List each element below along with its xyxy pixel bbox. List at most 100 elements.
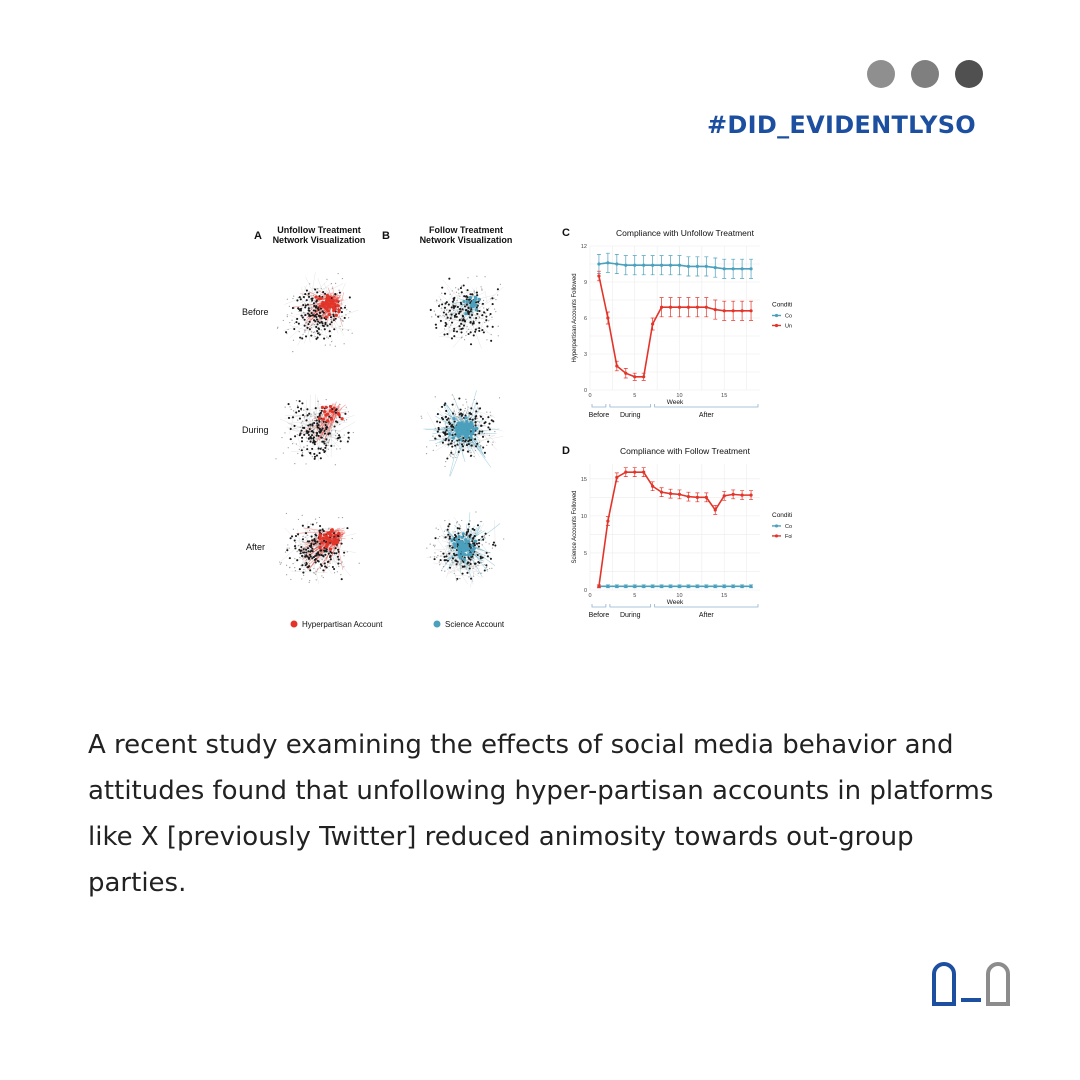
data-point	[624, 584, 628, 588]
network-b-after	[426, 511, 505, 588]
y-axis-label: Hyperpartisan Accounts Followed	[572, 273, 578, 362]
panel-a-title-line2: Network Visualization	[273, 235, 366, 245]
phase-label: During	[620, 412, 641, 419]
study-figure: A Unfollow Treatment Network Visualizati…	[242, 225, 792, 629]
data-point	[597, 262, 601, 266]
data-point	[651, 584, 655, 588]
panel-a-title-line1: Unfollow Treatment	[277, 225, 361, 235]
data-point	[624, 263, 628, 267]
data-point	[749, 309, 753, 313]
data-point	[686, 495, 691, 499]
data-point	[704, 495, 708, 499]
data-point	[740, 493, 744, 497]
data-point	[659, 490, 664, 494]
y-tick-label: 0	[584, 588, 587, 594]
data-point	[695, 495, 699, 499]
data-point	[731, 267, 735, 271]
data-point	[749, 584, 753, 588]
legend-entry: Control	[785, 524, 792, 530]
legend: Condition Control Follow Treatment	[772, 512, 792, 540]
network-nodes	[275, 399, 354, 466]
data-point	[633, 375, 637, 379]
series-1	[596, 467, 754, 589]
data-point	[633, 584, 637, 588]
data-point	[642, 263, 646, 267]
data-point	[659, 305, 664, 309]
data-point	[624, 371, 628, 375]
x-axis-label: Week	[667, 599, 684, 606]
data-point	[677, 584, 682, 588]
y-tick-label: 0	[584, 388, 587, 394]
network-a-before	[276, 272, 359, 353]
network-b-before	[429, 275, 504, 349]
dot-2	[911, 60, 939, 88]
data-point	[615, 262, 619, 266]
data-point	[624, 470, 628, 474]
data-point	[597, 584, 601, 588]
phase-label: During	[620, 612, 641, 619]
legend-title: Condition	[772, 301, 792, 308]
data-point	[597, 274, 601, 278]
network-nodes	[279, 512, 360, 583]
data-point	[633, 470, 637, 474]
chart-c: C Compliance with Unfollow Treatment 0 3 6 9 1…	[562, 227, 792, 419]
grid	[589, 464, 760, 591]
legend-swatch-dot	[774, 313, 779, 318]
chart-title: Compliance with Unfollow Treatment	[616, 228, 755, 238]
window-dots	[867, 60, 983, 88]
data-point	[651, 322, 655, 326]
legend-title: Condition	[772, 512, 792, 519]
x-tick-label: 15	[721, 393, 727, 399]
y-tick-label: 9	[584, 280, 587, 286]
phase-label: After	[699, 612, 714, 619]
x-tick-label: 10	[676, 593, 682, 599]
data-point	[668, 305, 673, 309]
phase-label: After	[699, 412, 714, 419]
x-tick-label: 10	[676, 393, 682, 399]
series-1	[596, 270, 754, 381]
x-tick-label: 15	[721, 593, 727, 599]
dot-3	[955, 60, 983, 88]
phase-label: Before	[589, 412, 610, 419]
data-point	[713, 584, 717, 588]
data-point	[731, 584, 735, 588]
network-a-during	[275, 394, 356, 466]
plot-area	[590, 464, 760, 590]
data-point	[677, 492, 682, 496]
data-point	[722, 267, 726, 271]
data-point	[651, 484, 655, 488]
panel-b-title-line1: Follow Treatment	[429, 225, 503, 235]
data-point	[668, 584, 673, 588]
data-point	[651, 263, 655, 267]
data-point	[731, 492, 735, 496]
data-point	[686, 264, 691, 268]
data-point	[740, 584, 744, 588]
data-point	[704, 264, 708, 268]
data-point	[668, 492, 673, 496]
row-label-during: During	[242, 425, 269, 435]
data-point	[677, 305, 682, 309]
data-point	[615, 475, 619, 479]
data-point	[740, 309, 744, 313]
legend-hyperpartisan-label: Hyperpartisan Account	[302, 620, 383, 629]
chart-d: D Compliance with Follow Treatment 0 5 10 15 0…	[562, 445, 792, 619]
phase-label: Before	[589, 612, 610, 619]
phase-brackets: Before During After	[589, 404, 759, 419]
data-point	[686, 305, 691, 309]
data-point	[695, 584, 699, 588]
y-tick-label: 5	[584, 551, 587, 557]
data-point	[642, 584, 646, 588]
legend-swatch-dot	[774, 524, 779, 528]
data-point	[695, 305, 699, 309]
data-point	[713, 266, 717, 270]
network-b-during	[420, 390, 504, 477]
data-point	[677, 263, 682, 267]
network-nodes	[426, 511, 505, 582]
data-point	[749, 493, 753, 497]
data-point	[659, 263, 664, 267]
data-point	[642, 470, 646, 474]
chart-title: Compliance with Follow Treatment	[620, 446, 751, 456]
data-point	[713, 308, 717, 312]
y-tick-label: 3	[584, 352, 587, 358]
legend-science-label: Science Account	[445, 620, 505, 629]
